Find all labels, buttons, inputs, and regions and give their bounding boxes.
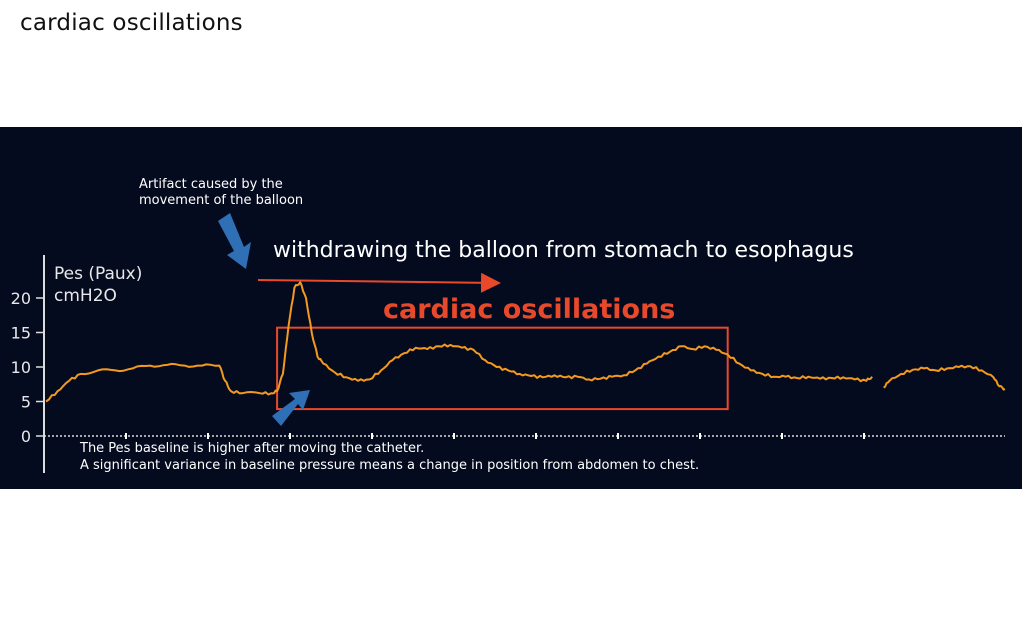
pressure-chart: 0 5 10 15 20 Pes (Paux) cmH2O Artifact cause… xyxy=(11,177,1006,473)
y-tick-label: 10 xyxy=(11,358,31,377)
pressure-trace-line xyxy=(45,281,873,403)
pressure-trace-figure: 0 5 10 15 20 Pes (Paux) cmH2O Artifact cause… xyxy=(0,127,1022,489)
y-axis-label-line2: cmH2O xyxy=(54,286,117,306)
withdrawing-arrow-icon xyxy=(257,272,501,293)
cardiac-oscillations-box xyxy=(276,326,729,411)
pressure-trace-line xyxy=(883,364,1006,391)
baseline-note-line1: The Pes baseline is higher after moving … xyxy=(79,441,424,456)
artifact-note-line2: movement of the balloon xyxy=(139,193,303,208)
baseline-arrow-icon xyxy=(272,390,310,426)
y-tick-label: 20 xyxy=(11,289,31,308)
artifact-arrow-icon xyxy=(218,213,251,269)
artifact-note-line1: Artifact caused by the xyxy=(139,177,283,192)
y-tick-label: 5 xyxy=(21,393,31,412)
y-axis-label-line1: Pes (Paux) xyxy=(54,264,142,284)
slide-title: cardiac oscillations xyxy=(20,10,243,36)
withdrawing-note: withdrawing the balloon from stomach to … xyxy=(273,238,854,263)
y-tick-label: 15 xyxy=(11,324,31,343)
y-tick-label: 0 xyxy=(21,427,31,446)
y-ticks: 0 5 10 15 20 xyxy=(11,289,44,446)
cardiac-oscillations-label: cardiac oscillations xyxy=(383,294,675,325)
x-axis-markers xyxy=(125,433,865,439)
pressure-traces xyxy=(45,281,1006,403)
baseline-note-line2: A significant variance in baseline press… xyxy=(80,458,699,473)
